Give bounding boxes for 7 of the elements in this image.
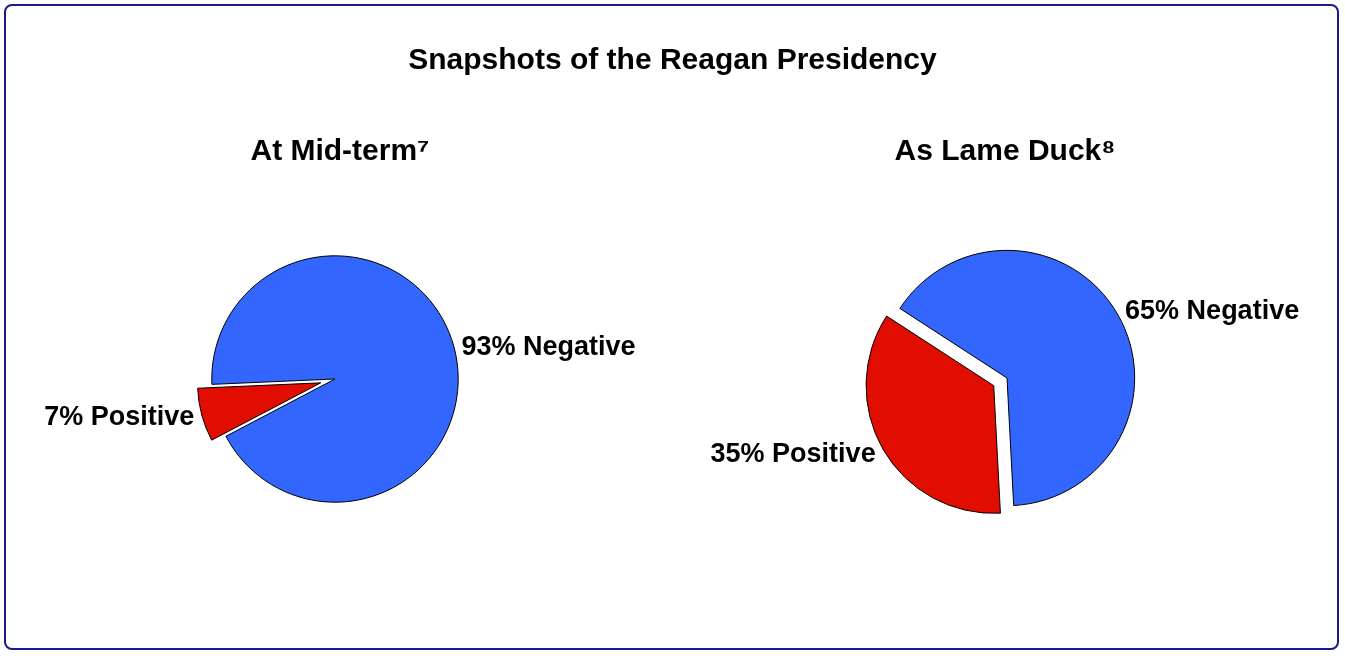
slice-label: 35% Positive	[710, 438, 876, 469]
slice-label: 93% Negative	[461, 330, 636, 361]
slice-label: 65% Negative	[1125, 295, 1300, 326]
chart-title: Snapshots of the Reagan Presidency	[407, 42, 938, 76]
chart-subtitle: As Lame Duck⁸	[894, 133, 1116, 167]
chart-subtitle: At Mid-term⁷	[250, 133, 430, 167]
slice-label: 7% Positive	[44, 400, 195, 431]
